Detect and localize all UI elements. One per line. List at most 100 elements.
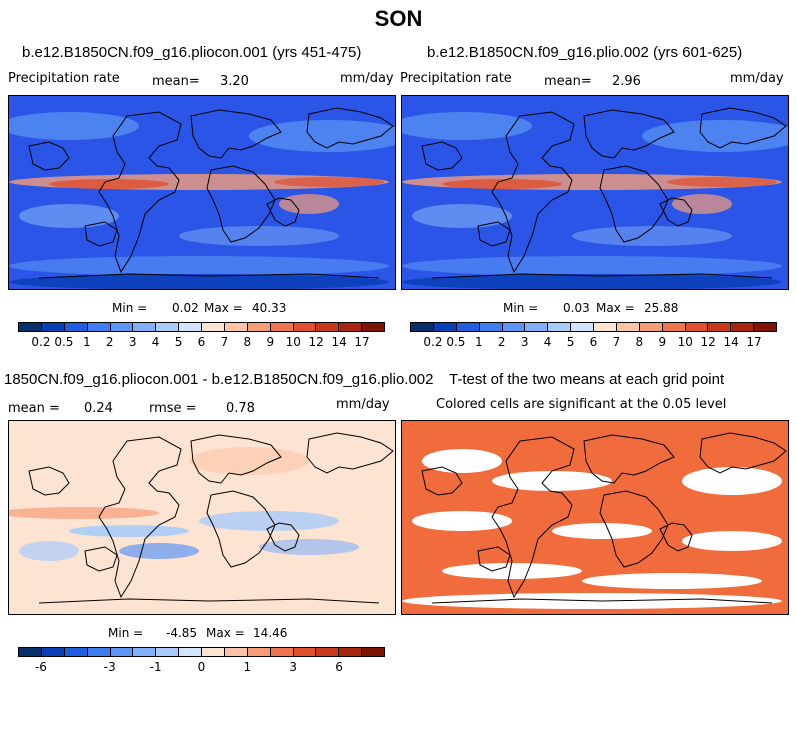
- precip-field-cell: [402, 274, 782, 289]
- coastline: [599, 490, 669, 568]
- panel1-min-value: 0.02: [172, 301, 199, 315]
- colorbar-swatch: [87, 648, 111, 656]
- panel4-subtitle: Colored cells are significant at the 0.0…: [436, 397, 727, 412]
- panel2-map: [401, 95, 789, 290]
- coastline: [206, 490, 276, 568]
- coastline: [659, 197, 693, 227]
- colorbar-swatch: [571, 323, 594, 331]
- panel1-variable: Precipitation rate: [8, 71, 120, 86]
- colorbar-swatch: [339, 323, 363, 331]
- coastline: [583, 434, 675, 484]
- precip-field-cell: [9, 274, 389, 289]
- panel1-min-label: Min =: [112, 301, 148, 315]
- precip-field-cell: [19, 541, 79, 561]
- colorbar-swatch: [41, 323, 65, 331]
- panel3-min-value: -4.85: [166, 626, 198, 640]
- panel1-max-value: 40.33: [252, 301, 287, 315]
- precip-field-cell: [667, 177, 777, 187]
- colorbar-swatch: [293, 323, 317, 331]
- coastline: [98, 436, 182, 599]
- colorbar-tick-label: 6: [197, 335, 206, 349]
- coastline: [699, 107, 787, 149]
- precip-field-cell: [572, 226, 732, 246]
- colorbar-swatch: [316, 648, 340, 656]
- precip-field-cell: [422, 449, 502, 473]
- colorbar-tick-label: 10: [285, 335, 301, 349]
- panel3-rmse-label: rmse =: [149, 401, 197, 416]
- colorbar-swatch: [247, 323, 271, 331]
- colorbar-tick-label: 3: [520, 335, 529, 349]
- colorbar-tick-label: 12: [308, 335, 324, 349]
- precip-field-cell: [582, 573, 762, 589]
- colorbar-tick-label: 9: [266, 335, 275, 349]
- panel3-rmse-value: 0.78: [226, 401, 255, 416]
- colorbar-tick-label: 10: [677, 335, 693, 349]
- coastline: [266, 197, 300, 227]
- precip-field-cell: [9, 112, 139, 140]
- colorbar-tick-label: 0.5: [54, 335, 74, 349]
- colorbar-swatch: [685, 323, 709, 331]
- colorbar-swatch: [456, 323, 480, 331]
- colorbar-tick-label: 9: [658, 335, 667, 349]
- colorbar-swatch: [708, 323, 732, 331]
- colorbar-swatch: [594, 323, 617, 331]
- colorbar-tick-label: -6: [34, 660, 47, 674]
- precip-field-cell: [179, 226, 339, 246]
- precip-field-cell: [412, 204, 512, 228]
- colorbar-swatch: [224, 648, 248, 656]
- colorbar-tick-label: 1: [82, 335, 91, 349]
- colorbar-tick-label: 2: [497, 335, 506, 349]
- precip-field-cell: [19, 204, 119, 228]
- panel1-mean-label: mean=: [152, 74, 200, 89]
- coastline: [206, 165, 276, 243]
- colorbar-tick-label: 3: [289, 660, 298, 674]
- panel3-title: 1850CN.f09_g16.pliocon.001 - b.e12.B1850…: [4, 371, 434, 388]
- precip-field-cell: [279, 194, 339, 214]
- colorbar-swatch: [316, 323, 340, 331]
- panel1-units: mm/day: [340, 71, 394, 86]
- coastline: [699, 432, 787, 474]
- panel2-title: b.e12.B1850CN.f09_g16.plio.002 (yrs 601-…: [427, 44, 743, 61]
- precip-field-cell: [9, 256, 389, 276]
- colorbar-tick-label: 14: [331, 335, 347, 349]
- colorbar-swatch: [662, 323, 686, 331]
- coastline: [421, 141, 463, 171]
- colorbar-tick-label: 5: [174, 335, 183, 349]
- precip-field-cell: [442, 179, 562, 189]
- colorbar-tick-label: 0.2: [423, 335, 443, 349]
- panel4-title: T-test of the two means at each grid poi…: [449, 371, 725, 388]
- colorbar-swatch: [339, 648, 363, 656]
- colorbar-swatch: [110, 323, 134, 331]
- colorbar-tick-label: 4: [151, 335, 160, 349]
- precip-field-cell: [49, 179, 169, 189]
- colorbar-tick-label: 3: [128, 335, 137, 349]
- panel3-colorbar-labels: -6 -3 -1 0 1 3 6: [18, 660, 385, 674]
- colorbar-swatch: [433, 323, 457, 331]
- colorbar-swatch: [19, 648, 42, 656]
- precip-field-cell: [412, 511, 512, 531]
- precip-field-cell: [552, 523, 652, 539]
- coastline: [421, 466, 463, 496]
- colorbar-swatch: [754, 323, 776, 331]
- coastline: [84, 546, 118, 572]
- colorbar-swatch: [293, 648, 317, 656]
- panel3-colorbar: [18, 647, 385, 657]
- colorbar-tick-label: 12: [700, 335, 716, 349]
- colorbar-tick-label: 8: [243, 335, 252, 349]
- panel2-mean-label: mean=: [544, 74, 592, 89]
- coastline: [599, 165, 669, 243]
- colorbar-swatch: [202, 323, 225, 331]
- colorbar-swatch: [156, 648, 180, 656]
- panel4-map: [401, 420, 789, 615]
- panel1-colorbar: [18, 322, 385, 332]
- precip-field-cell: [259, 539, 359, 555]
- panel1-colorbar-labels: 0.2 0.5 1 2 3 4 5 6 7 8 9 10 12 14 17: [18, 335, 385, 349]
- coastline: [84, 221, 118, 247]
- colorbar-swatch: [179, 648, 202, 656]
- panel3-min-label: Min =: [108, 626, 144, 640]
- panel2-min-value: 0.03: [563, 301, 590, 315]
- colorbar-swatch: [270, 323, 294, 331]
- panel1-max-label: Max =: [204, 301, 243, 315]
- coastline: [306, 432, 394, 474]
- coastline: [28, 466, 70, 496]
